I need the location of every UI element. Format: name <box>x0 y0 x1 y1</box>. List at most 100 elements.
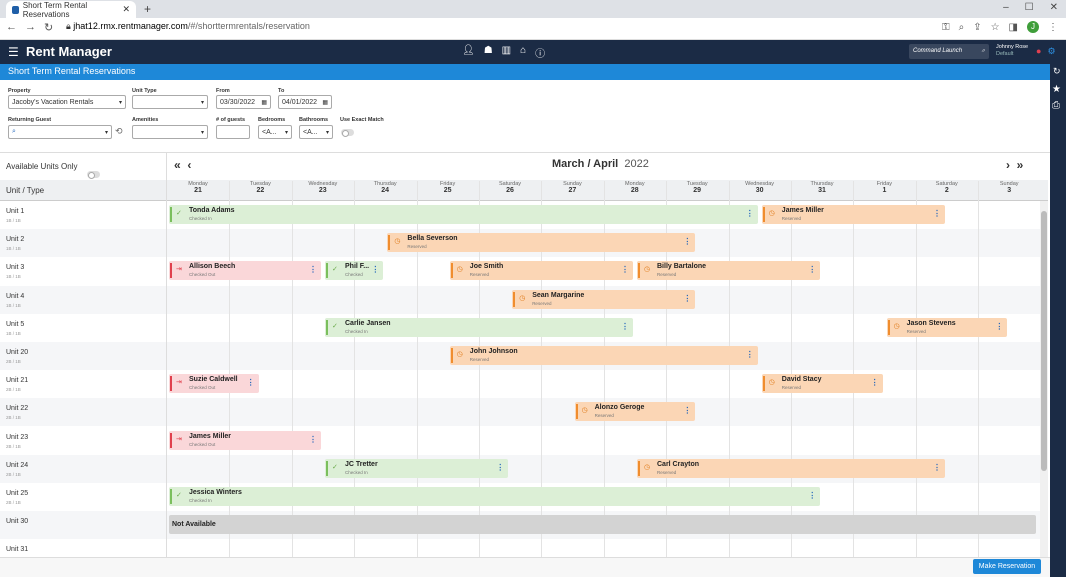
more-options-icon[interactable]: ⋮ <box>932 209 941 218</box>
unit-name[interactable]: Unit 22 <box>6 405 29 413</box>
more-options-icon[interactable]: ⋮ <box>683 406 692 416</box>
contacts-icon[interactable]: ☗ <box>483 45 493 56</box>
make-reservation-button[interactable]: Make Reservation <box>973 559 1041 574</box>
more-options-icon[interactable]: ⋮ <box>371 265 380 275</box>
reload-icon[interactable]: ↻ <box>44 22 54 34</box>
reservation-block[interactable]: ✓ Carlie Jansen Checked In ⋮ <box>325 317 633 337</box>
browser-tab[interactable]: Short Term Rental Reservations ✕ <box>6 1 136 19</box>
unit-name[interactable]: Unit 5 <box>6 320 25 328</box>
more-options-icon[interactable]: ⋮ <box>808 265 817 275</box>
calendar-icon[interactable]: ▦ <box>322 99 328 106</box>
guests-input[interactable] <box>216 125 250 139</box>
sidebar-icon[interactable]: ◨ <box>1008 21 1018 33</box>
more-options-icon[interactable]: ⋮ <box>745 350 754 359</box>
reservation-block[interactable]: ✓ Phil F... Checked ⋮ <box>325 261 384 281</box>
hamburger-menu-icon[interactable]: ☰ <box>8 45 19 59</box>
reservation-block[interactable]: ◷ Joe Smith Reserved ⋮ <box>449 261 633 281</box>
chevron-left-icon[interactable]: ‹ <box>187 158 192 172</box>
notifications-icon[interactable]: ● <box>1036 46 1042 56</box>
unit-name[interactable]: Unit 24 <box>6 461 29 469</box>
reservation-block[interactable]: ◷ Alonzo Geroge Reserved ⋮ <box>574 402 696 422</box>
available-units-toggle[interactable] <box>87 171 100 179</box>
maximize-icon[interactable]: ☐ <box>1024 2 1034 13</box>
more-options-icon[interactable]: ⋮ <box>496 462 505 472</box>
more-options-icon[interactable]: ⋮ <box>620 265 629 275</box>
more-options-icon[interactable]: ⋮ <box>309 434 317 444</box>
more-options-icon[interactable]: ⋮ <box>683 293 692 303</box>
reservation-block[interactable]: ✓ Tonda Adams Checked In ⋮ <box>169 205 758 224</box>
more-options-icon[interactable]: ⋮ <box>246 378 255 388</box>
unit-name[interactable]: Unit 2 <box>6 236 25 244</box>
app-brand[interactable]: Rent Manager <box>26 44 112 59</box>
calendar-icon[interactable]: ▦ <box>261 99 267 106</box>
person-icon[interactable]: 👤︎ <box>462 45 475 56</box>
reservation-block[interactable]: ◷ James Miller Reserved ⋮ <box>761 205 945 224</box>
more-options-icon[interactable]: ⋮ <box>808 491 817 500</box>
reservation-block[interactable]: ✓ Jessica Winters Checked In ⋮ <box>169 487 821 506</box>
reservation-block[interactable]: ✓ JC Tretter Checked In ⋮ <box>325 458 509 478</box>
reservation-block[interactable]: ⇥ Allison Beech Checked Out ⋮ <box>169 261 321 281</box>
reservation-block[interactable]: ◷ Jason Stevens Reserved ⋮ <box>886 317 1008 337</box>
minimize-icon[interactable]: – <box>1003 2 1009 13</box>
reservation-block[interactable]: ◷ Sean Margarine Reserved ⋮ <box>512 289 696 309</box>
amenities-select[interactable]: ▾ <box>132 125 208 139</box>
forward-icon[interactable]: → <box>25 21 36 33</box>
url-field[interactable]: 🔒︎ jhat12.rmx.rentmanager.com/#/shortter… <box>66 21 310 31</box>
reservation-block[interactable]: ⇥ Suzie Caldwell Checked Out ⋮ <box>169 374 259 394</box>
more-options-icon[interactable]: ⋮ <box>309 265 317 275</box>
unit-type-select[interactable]: ▾ <box>132 95 208 109</box>
reservation-block[interactable]: ◷ Carl Crayton Reserved ⋮ <box>637 458 945 478</box>
history-icon[interactable]: ⟲ <box>115 126 123 136</box>
to-date-input[interactable]: 04/01/2022 ▦ <box>278 95 332 109</box>
unit-name[interactable]: Unit 30 <box>6 518 29 526</box>
zoom-icon[interactable]: ⌕ <box>958 21 965 33</box>
unit-name[interactable]: Unit 25 <box>6 490 29 497</box>
reservation-block[interactable]: ◷ Billy Bartalone Reserved ⋮ <box>637 261 821 281</box>
reservation-block[interactable]: ◷ Bella Severson Reserved ⋮ <box>387 233 696 253</box>
more-options-icon[interactable]: ⋮ <box>683 237 692 247</box>
double-chevron-right-icon[interactable]: » <box>1016 158 1024 172</box>
scrollbar-thumb[interactable] <box>1041 211 1047 471</box>
bathrooms-select[interactable]: <A... ▾ <box>299 125 333 139</box>
more-options-icon[interactable]: ⋮ <box>745 209 754 218</box>
refresh-icon[interactable]: ↻ <box>1053 66 1061 76</box>
bedrooms-select[interactable]: <A... ▾ <box>258 125 292 139</box>
print-icon[interactable]: ⎙ <box>1052 100 1060 111</box>
more-options-icon[interactable]: ⋮ <box>933 462 941 472</box>
reservation-block[interactable]: ⇥ James Miller Checked Out ⋮ <box>169 430 321 450</box>
double-chevron-left-icon[interactable]: « <box>174 158 181 172</box>
unit-name[interactable]: Unit 1 <box>6 208 25 215</box>
more-options-icon[interactable]: ⋮ <box>870 378 879 388</box>
unit-name[interactable]: Unit 4 <box>6 292 25 300</box>
key-icon[interactable]: ⚿ <box>941 21 950 33</box>
back-icon[interactable]: ← <box>6 21 17 33</box>
command-launch-input[interactable]: Command Launch ⌕ <box>909 44 989 59</box>
settings-gear-icon[interactable]: ⚙ <box>1047 46 1056 56</box>
browser-menu-icon[interactable]: ⋮ <box>1048 21 1058 33</box>
user-info[interactable]: Johnny Rose Default <box>996 44 1029 57</box>
chevron-right-icon[interactable]: › <box>1006 158 1010 172</box>
close-tab-icon[interactable]: ✕ <box>122 4 130 14</box>
favorites-star-icon[interactable]: ★ <box>1052 84 1061 95</box>
profile-avatar[interactable]: J <box>1027 21 1039 33</box>
unit-name[interactable]: Unit 20 <box>6 349 29 356</box>
new-tab-icon[interactable]: + <box>144 2 152 16</box>
unit-name[interactable]: Unit 23 <box>6 433 29 441</box>
exact-match-toggle[interactable] <box>341 129 354 137</box>
close-window-icon[interactable]: ✕ <box>1049 2 1058 13</box>
unit-name[interactable]: Unit 31 <box>6 546 29 554</box>
home-icon[interactable]: ⌂ <box>520 45 527 56</box>
more-options-icon[interactable]: ⋮ <box>621 321 629 331</box>
building-icon[interactable]: ▥ <box>501 45 512 56</box>
unit-name[interactable]: Unit 21 <box>6 377 29 385</box>
returning-guest-select[interactable]: ⌕ ▾ <box>8 125 112 139</box>
share-icon[interactable]: ⇪ <box>973 21 982 33</box>
unit-name[interactable]: Unit 3 <box>6 264 25 272</box>
more-options-icon[interactable]: ⋮ <box>995 321 1004 331</box>
reservation-block[interactable]: ◷ John Johnson Reserved ⋮ <box>449 346 758 365</box>
from-date-input[interactable]: 03/30/2022 ▦ <box>216 95 271 109</box>
property-select[interactable]: Jacoby's Vacation Rentals ▾ <box>8 95 126 109</box>
reservation-block[interactable]: ◷ David Stacy Reserved ⋮ <box>761 374 883 394</box>
info-icon[interactable]: ⓘ <box>535 49 546 60</box>
bookmark-star-icon[interactable]: ☆ <box>990 21 1000 33</box>
